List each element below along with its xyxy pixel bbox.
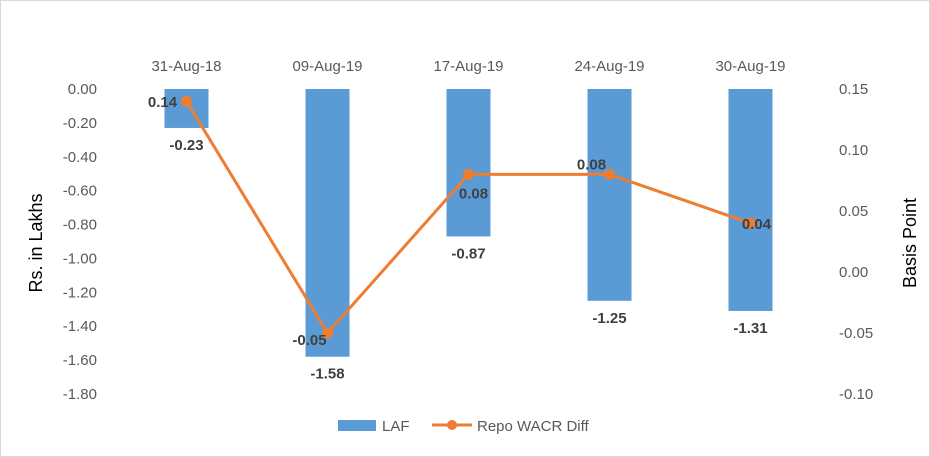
laf-data-labels: -0.23 -1.58 -0.87 -1.25 -1.31 xyxy=(169,137,767,383)
y-axis-left-tick-label: -0.20 xyxy=(63,115,97,132)
legend-swatch-repo-wacr-marker xyxy=(447,420,457,430)
laf-bar xyxy=(587,89,632,301)
laf-data-label: -0.23 xyxy=(169,137,203,154)
y-axis-right-title: Basis Point xyxy=(900,198,920,288)
y-axis-left-tick-label: -0.60 xyxy=(63,183,97,200)
laf-data-label: -1.25 xyxy=(592,310,626,327)
y-axis-right-tick-label: 0.05 xyxy=(839,203,868,220)
repo-wacr-line-layer xyxy=(181,95,756,339)
y-axis-left-tick-label: -0.80 xyxy=(63,217,97,234)
y-axis-right-tick-label: -0.10 xyxy=(839,386,873,403)
y-axis-left-title: Rs. in Lakhs xyxy=(26,193,46,292)
y-axis-left-tick-label: -1.20 xyxy=(63,284,97,301)
category-tick-label: 31-Aug-18 xyxy=(151,58,221,75)
y-axis-right-tick-label: -0.05 xyxy=(839,325,873,342)
y-axis-left-tick-label: -1.60 xyxy=(63,352,97,369)
category-tick-label: 17-Aug-19 xyxy=(433,58,503,75)
repo-wacr-data-label: 0.08 xyxy=(577,156,606,173)
laf-bar xyxy=(305,89,350,357)
y-axis-left-ticks: 0.00 -0.20 -0.40 -0.60 -0.80 -1.00 -1.20 -1.40 -… xyxy=(63,81,97,403)
laf-data-label: -1.31 xyxy=(733,320,767,337)
legend-label-repo-wacr: Repo WACR Diff xyxy=(477,418,590,435)
y-axis-left-tick-label: 0.00 xyxy=(68,81,97,98)
repo-wacr-marker xyxy=(745,217,756,229)
laf-data-label: -1.58 xyxy=(310,366,344,383)
repo-wacr-data-labels: 0.14 -0.05 0.08 0.08 0.04 xyxy=(148,94,772,349)
y-axis-right-tick-label: 0.15 xyxy=(839,81,868,98)
y-axis-left-tick-label: -1.80 xyxy=(63,386,97,403)
legend-swatch-laf xyxy=(338,420,376,431)
laf-bar xyxy=(446,89,491,237)
laf-bar xyxy=(728,89,773,311)
laf-bar xyxy=(164,89,209,128)
repo-wacr-data-label: 0.04 xyxy=(742,216,772,233)
y-axis-left-tick-label: -1.00 xyxy=(63,250,97,267)
y-axis-right-ticks: 0.15 0.10 0.05 0.00 -0.05 -0.10 xyxy=(839,81,873,403)
repo-wacr-marker xyxy=(463,168,474,180)
category-tick-labels: 31-Aug-18 09-Aug-19 17-Aug-19 24-Aug-19 30-A… xyxy=(151,58,785,75)
repo-wacr-data-label: 0.14 xyxy=(148,94,178,111)
repo-wacr-marker xyxy=(322,327,333,339)
repo-wacr-marker xyxy=(604,168,615,180)
category-tick-label: 09-Aug-19 xyxy=(292,58,362,75)
y-axis-right-tick-label: 0.00 xyxy=(839,264,868,281)
y-axis-right-tick-label: 0.10 xyxy=(839,142,868,159)
y-axis-left-tick-label: -1.40 xyxy=(63,318,97,335)
repo-wacr-data-label: 0.08 xyxy=(459,185,488,202)
laf-data-label: -0.87 xyxy=(451,245,485,262)
legend: LAF Repo WACR Diff xyxy=(338,418,590,435)
y-axis-left-tick-label: -0.40 xyxy=(63,149,97,166)
repo-wacr-data-label: -0.05 xyxy=(292,332,326,349)
repo-wacr-marker xyxy=(181,95,192,107)
laf-bars xyxy=(164,89,773,357)
category-tick-label: 24-Aug-19 xyxy=(574,58,644,75)
category-tick-label: 30-Aug-19 xyxy=(715,58,785,75)
legend-label-laf: LAF xyxy=(382,418,410,435)
